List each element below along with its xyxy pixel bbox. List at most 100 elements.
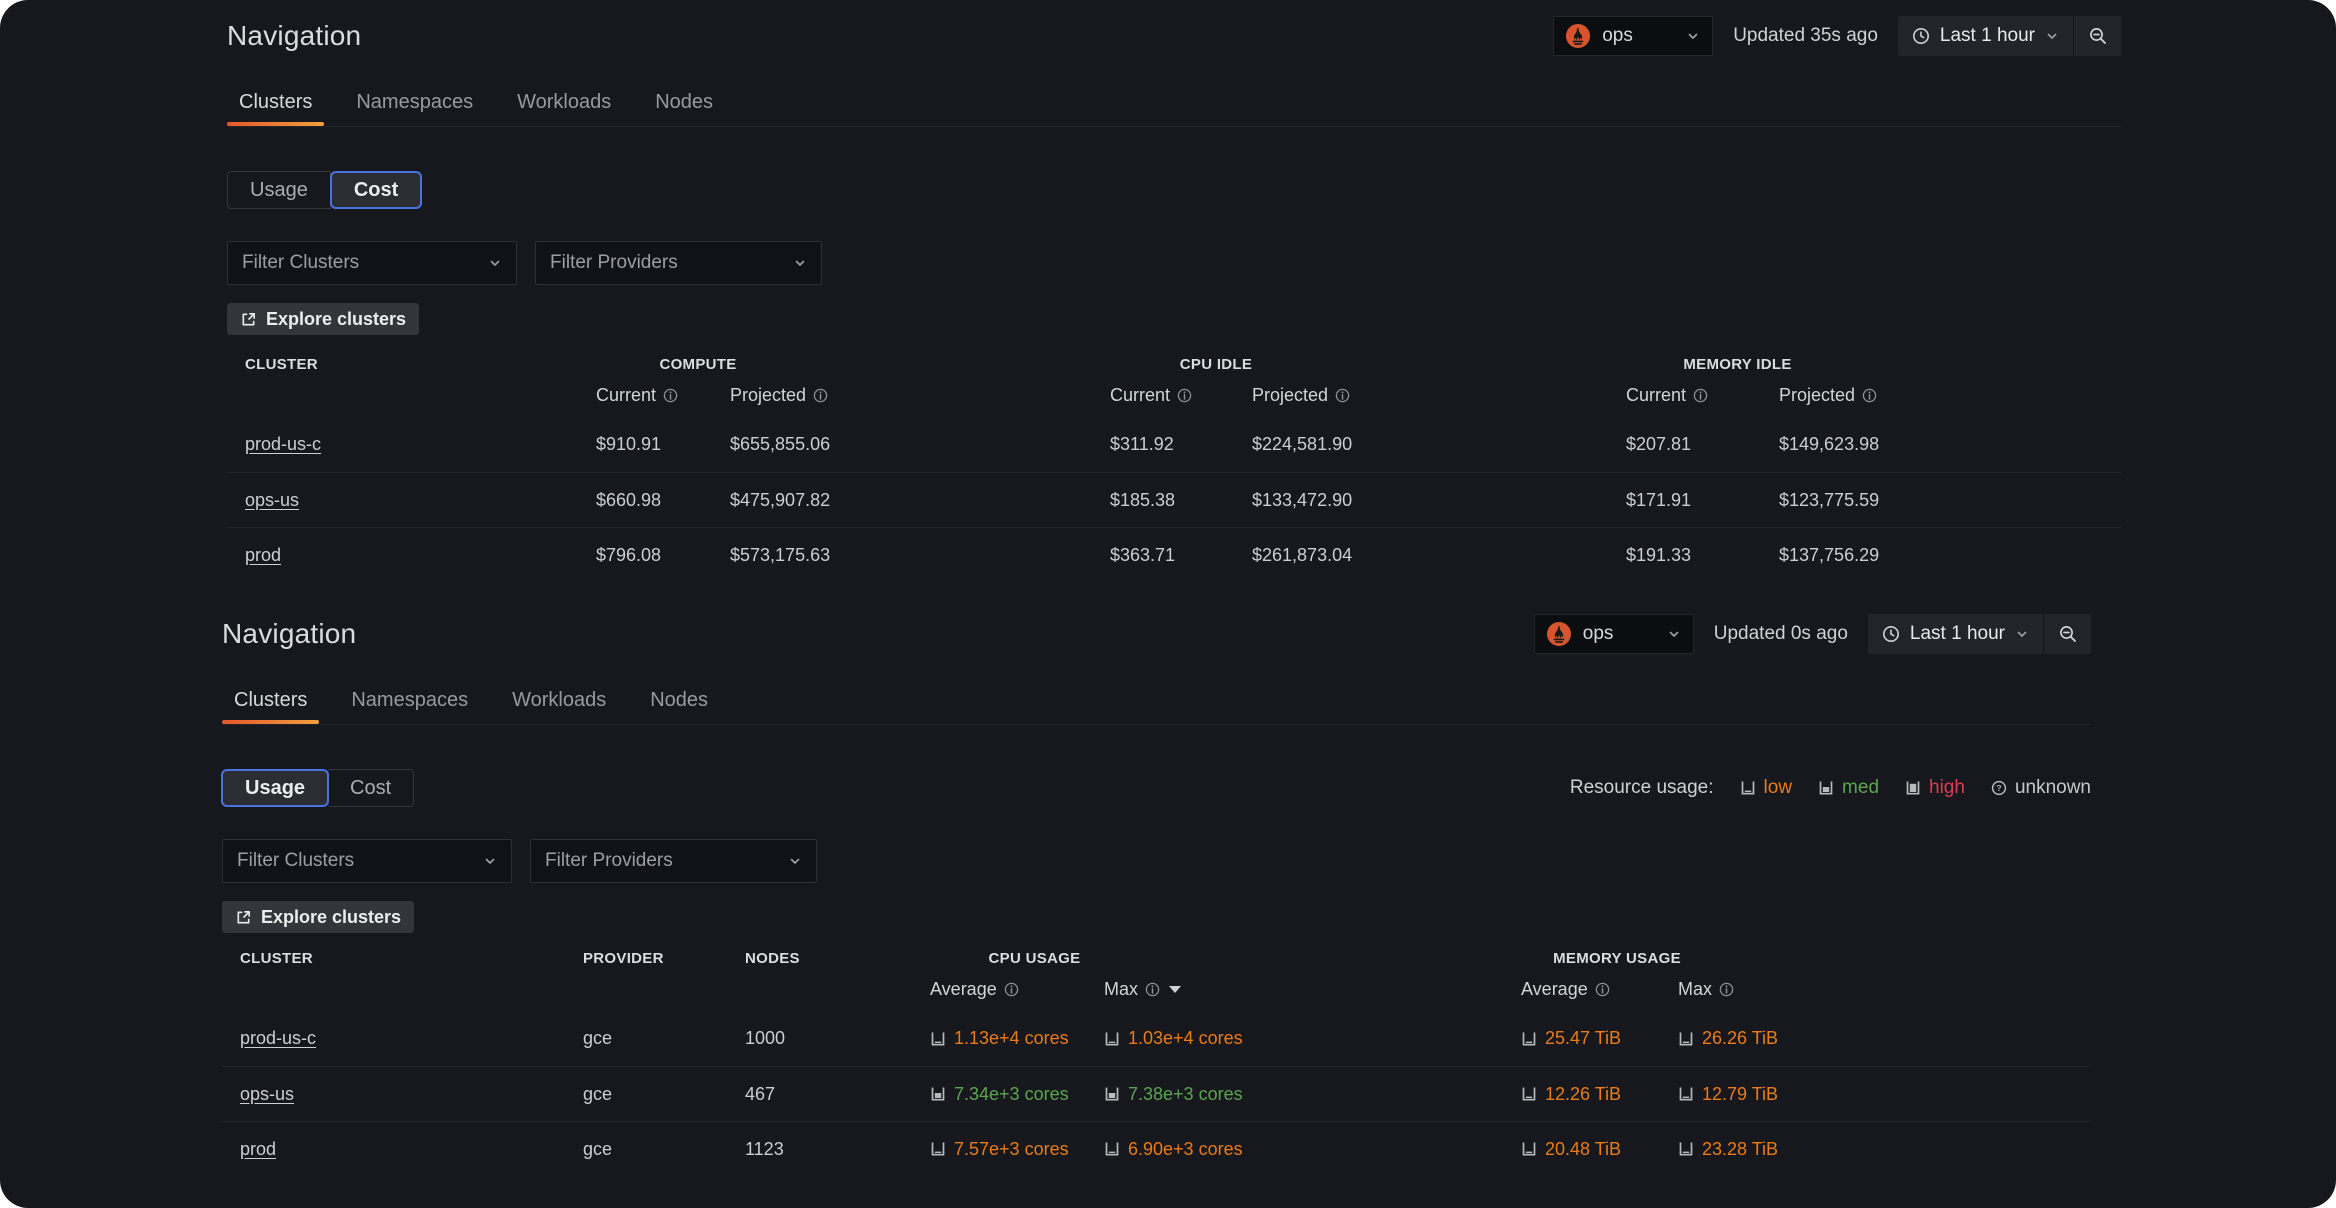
usage-cost-toggle: Usage Cost — [221, 769, 415, 807]
datasource-picker[interactable]: ops — [1533, 614, 1694, 654]
cluster-link[interactable]: prod-us-c — [245, 434, 322, 454]
mem-projected-value: $123,775.59 — [1779, 489, 1880, 510]
filter-providers-placeholder: Filter Providers — [545, 850, 673, 871]
filter-providers-select[interactable]: Filter Providers — [530, 839, 817, 883]
chevron-down-icon — [2017, 631, 2027, 637]
tab-workloads[interactable]: Workloads — [517, 91, 612, 113]
tab-nodes[interactable]: Nodes — [655, 91, 714, 113]
view-tabs: Clusters Namespaces Workloads Nodes — [222, 680, 2091, 725]
compute-current-value: $910.91 — [596, 434, 662, 454]
legend-label-high: high — [1929, 777, 1965, 798]
legend-label-low: low — [1763, 777, 1793, 798]
usage-toggle-button[interactable]: Usage — [221, 769, 330, 807]
cpu-max-cell: 7.38e+3 cores — [1104, 1084, 1304, 1105]
info-icon[interactable] — [1177, 388, 1192, 403]
cluster-link[interactable]: prod — [245, 544, 282, 565]
cluster-link[interactable]: prod-us-c — [240, 1028, 317, 1048]
table-group-header-row: CLUSTER COMPUTE CPU IDLE MEMORY IDLE — [227, 353, 2121, 375]
filter-row: Filter Clusters Filter Providers — [227, 241, 2121, 285]
explore-clusters-label: Explore clusters — [266, 308, 407, 329]
column-header-cpu-average[interactable]: Average — [930, 979, 1104, 1000]
table-row: prod-us-c gce 1000 1.13e+4 cores 1.03e+4… — [222, 1011, 2091, 1066]
column-header-cpu-max[interactable]: Max — [1104, 979, 1304, 1000]
tab-workloads[interactable]: Workloads — [512, 689, 607, 711]
group-header-memory-usage: MEMORY USAGE — [1553, 949, 1681, 967]
table-subheader-row: Average Max Average Max — [222, 969, 2091, 1011]
column-header-compute-projected[interactable]: Projected — [730, 385, 890, 406]
tab-clusters[interactable]: Clusters — [227, 82, 325, 126]
updated-status: Updated 35s ago — [1733, 25, 1878, 46]
cluster-link[interactable]: ops-us — [245, 489, 300, 510]
page-title: Navigation — [222, 618, 357, 649]
external-link-icon — [237, 910, 250, 923]
filter-providers-select[interactable]: Filter Providers — [535, 241, 822, 285]
cost-toggle-button[interactable]: Cost — [328, 769, 415, 807]
info-icon[interactable] — [1595, 982, 1610, 997]
time-range-picker[interactable]: Last 1 hour — [1898, 16, 2073, 56]
cpu-max-cell: 1.03e+4 cores — [1104, 1028, 1304, 1049]
info-icon[interactable] — [1719, 982, 1734, 997]
column-header-compute-current[interactable]: Current — [596, 385, 730, 406]
gauge-med-icon — [1105, 1086, 1119, 1101]
column-header-cpu-projected[interactable]: Projected — [1252, 385, 1412, 406]
filter-clusters-select[interactable]: Filter Clusters — [227, 241, 517, 285]
updated-status: Updated 0s ago — [1713, 623, 1848, 644]
column-header-mem-average[interactable]: Average — [1521, 979, 1678, 1000]
usage-toggle-button[interactable]: Usage — [227, 171, 331, 209]
nodes-value: 467 — [745, 1083, 776, 1104]
info-icon[interactable] — [663, 388, 678, 403]
cost-toggle-button[interactable]: Cost — [329, 171, 423, 209]
legend-label-med: med — [1842, 777, 1880, 798]
legend-item-low: low — [1740, 777, 1793, 799]
nodes-value: 1123 — [745, 1138, 784, 1159]
zoom-out-button[interactable] — [2043, 614, 2091, 654]
tab-clusters[interactable]: Clusters — [222, 680, 320, 724]
compute-current-value: $660.98 — [596, 489, 662, 510]
cpu-max-cell: 6.90e+3 cores — [1104, 1139, 1304, 1160]
zoom-out-button[interactable] — [2073, 16, 2121, 56]
table-group-header-row: CLUSTER PROVIDER NODES CPU USAGE MEMORY … — [222, 947, 2091, 969]
column-header-mem-max[interactable]: Max — [1678, 979, 1878, 1000]
cluster-link[interactable]: ops-us — [240, 1083, 295, 1104]
gauge-low-icon — [1679, 1141, 1693, 1156]
info-icon[interactable] — [1145, 982, 1160, 997]
tab-namespaces[interactable]: Namespaces — [351, 689, 469, 711]
gauge-low-icon — [1105, 1141, 1119, 1156]
cpu-average-cell: 1.13e+4 cores — [930, 1028, 1104, 1049]
time-range-picker[interactable]: Last 1 hour — [1868, 614, 2043, 654]
tab-namespaces[interactable]: Namespaces — [356, 91, 474, 113]
cluster-link[interactable]: prod — [240, 1138, 277, 1159]
datasource-picker[interactable]: ops — [1553, 16, 1714, 56]
column-header-provider: PROVIDER — [583, 949, 664, 967]
mode-toggle-row: Usage Cost Resource usage: low med high — [221, 769, 2091, 807]
explore-clusters-button[interactable]: Explore clusters — [227, 303, 420, 335]
gauge-low-icon — [1522, 1031, 1536, 1046]
chevron-down-icon — [795, 260, 805, 266]
sort-descending-icon — [1169, 985, 1182, 993]
column-header-mem-projected[interactable]: Projected — [1779, 385, 1939, 406]
tab-nodes[interactable]: Nodes — [650, 689, 709, 711]
view-tabs: Clusters Namespaces Workloads Nodes — [227, 82, 2121, 127]
column-header-cpu-current[interactable]: Current — [1110, 385, 1252, 406]
info-icon[interactable] — [1693, 388, 1708, 403]
chevron-down-icon — [1669, 631, 1679, 637]
gauge-high-icon — [1906, 780, 1920, 795]
group-header-cpu-idle: CPU IDLE — [1179, 355, 1253, 373]
time-range-label: Last 1 hour — [1939, 25, 2035, 46]
cpu-average-cell: 7.57e+3 cores — [930, 1139, 1104, 1160]
gauge-low-icon — [1679, 1031, 1693, 1046]
legend-item-med: med — [1818, 777, 1879, 799]
provider-value: gce — [583, 1083, 613, 1104]
explore-clusters-button[interactable]: Explore clusters — [222, 901, 415, 933]
info-icon[interactable] — [1862, 388, 1877, 403]
info-icon[interactable] — [1004, 982, 1019, 997]
info-icon[interactable] — [813, 388, 828, 403]
provider-value: gce — [583, 1028, 613, 1048]
filter-clusters-select[interactable]: Filter Clusters — [222, 839, 512, 883]
mem-average-cell: 25.47 TiB — [1521, 1028, 1678, 1049]
compute-projected-value: $573,175.63 — [730, 544, 831, 565]
panel-header: Navigation ops Updated 35s ago Last 1 ho… — [227, 14, 2121, 58]
column-header-mem-current[interactable]: Current — [1626, 385, 1779, 406]
info-icon[interactable] — [1335, 388, 1350, 403]
prometheus-logo-icon — [1546, 622, 1571, 646]
